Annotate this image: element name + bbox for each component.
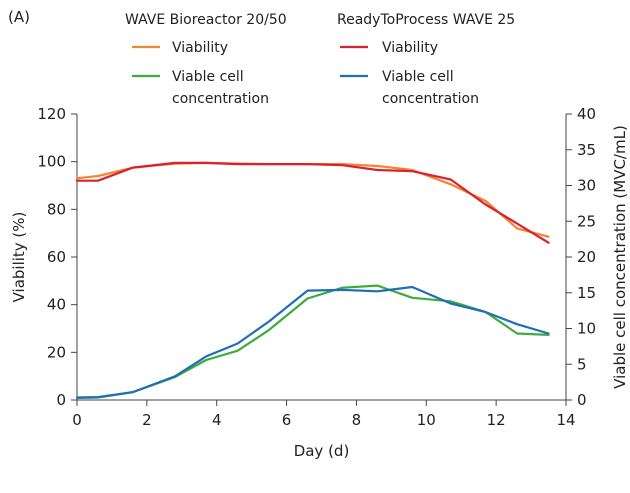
legend-group-heading-rtp: ReadyToProcess WAVE 25 [337,12,515,28]
right-tick-label: 40 [577,105,596,123]
x-axis-ticks: 0 2 4 6 8 10 12 14 [72,400,576,429]
legend-label-rtp-viability: Viability [382,40,438,56]
right-axis: 0 5 10 15 20 25 30 35 40 [565,105,596,409]
left-tick-label: 60 [47,248,66,266]
y-axis-left-label: Viability (%) [10,212,28,303]
right-tick-label: 10 [577,320,596,338]
right-tick-label: 5 [577,355,587,373]
right-axis-ticks: 0 5 10 15 20 25 30 35 40 [566,105,596,409]
x-tick-label: 10 [417,411,436,429]
series-line-wave-vcc [75,284,550,399]
series-line-rtp-viability [75,161,550,244]
legend-label-rtp-vcc-line1: Viable cell [382,69,454,85]
legend-label-rtp-vcc-line2: concentration [382,91,479,107]
x-tick-label: 4 [212,411,222,429]
series-line-rtp-vcc [75,285,550,399]
left-tick-label: 100 [37,153,66,171]
left-tick-label: 120 [37,105,66,123]
left-tick-label: 80 [47,200,66,218]
legend-label-wave-viability: Viability [172,40,228,56]
right-tick-label: 20 [577,248,596,266]
panel-label: (A) [8,8,30,26]
plot-area [75,161,550,399]
x-tick-label: 12 [487,411,506,429]
right-tick-label: 15 [577,284,596,302]
left-axis: 0 20 40 60 80 100 120 [37,105,78,409]
legend-label-wave-vcc-line2: concentration [172,91,269,107]
right-tick-label: 0 [577,391,587,409]
x-tick-label: 0 [72,411,82,429]
legend: WAVE Bioreactor 20/50 ReadyToProcess WAV… [125,12,515,107]
x-axis: 0 2 4 6 8 10 12 14 [72,399,576,429]
x-axis-label: Day (d) [294,442,350,460]
y-axis-right-label: Viable cell concentration (MVC/mL) [611,125,629,389]
left-tick-label: 20 [47,343,66,361]
x-tick-label: 8 [352,411,362,429]
legend-label-wave-vcc-line1: Viable cell [172,69,244,85]
left-axis-ticks: 0 20 40 60 80 100 120 [37,105,77,409]
x-tick-label: 2 [142,411,152,429]
x-tick-label: 14 [556,411,575,429]
left-tick-label: 0 [56,391,66,409]
legend-group-heading-wave: WAVE Bioreactor 20/50 [125,12,287,28]
x-tick-label: 6 [282,411,292,429]
right-tick-label: 35 [577,141,596,159]
right-tick-label: 30 [577,177,596,195]
left-tick-label: 40 [47,296,66,314]
right-tick-label: 25 [577,212,596,230]
